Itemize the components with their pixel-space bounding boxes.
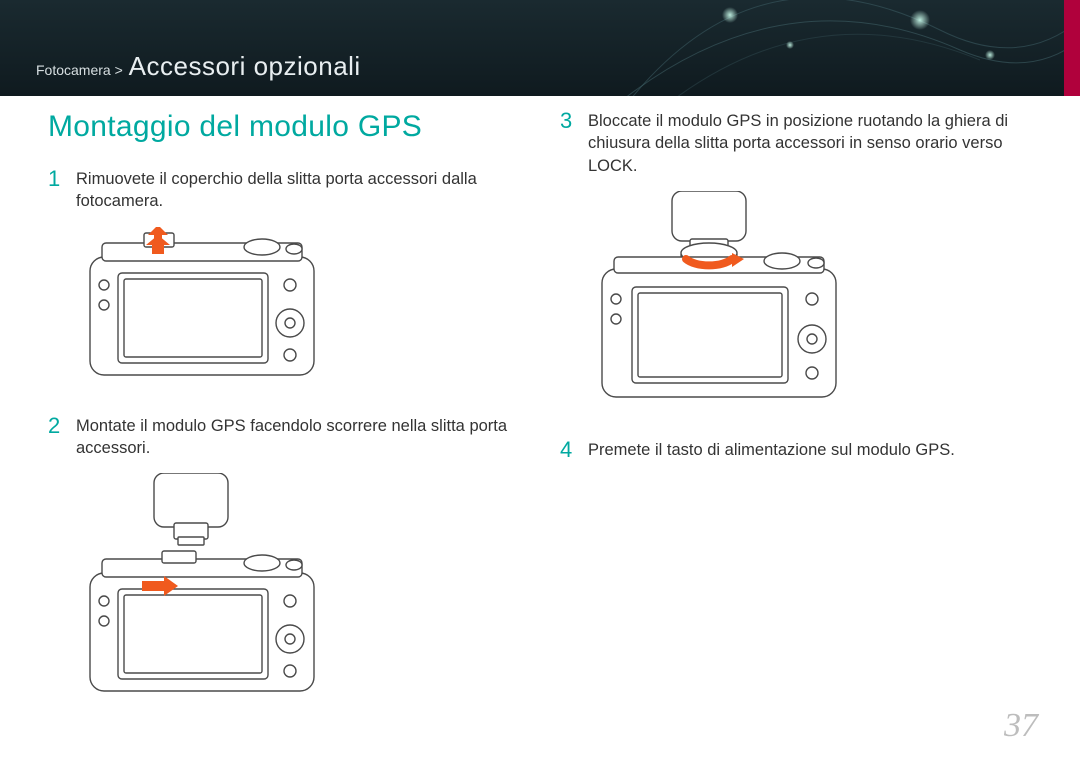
page-header: Fotocamera > Accessori opzionali bbox=[0, 0, 1080, 96]
illustration-3 bbox=[584, 191, 1032, 411]
header-accent-bar bbox=[1064, 0, 1080, 96]
step-1: 1 Rimuovete il coperchio della slitta po… bbox=[48, 168, 520, 213]
right-column: 3 Bloccate il modulo GPS in posizione ru… bbox=[560, 110, 1032, 731]
step-2: 2 Montate il modulo GPS facendolo scorre… bbox=[48, 415, 520, 460]
step-num: 4 bbox=[560, 439, 578, 461]
content-area: Montaggio del modulo GPS 1 Rimuovete il … bbox=[0, 110, 1080, 731]
step-4: 4 Premete il tasto di alimentazione sul … bbox=[560, 439, 1032, 461]
left-column: Montaggio del modulo GPS 1 Rimuovete il … bbox=[48, 110, 520, 731]
breadcrumb-current: Accessori opzionali bbox=[129, 51, 361, 81]
breadcrumb-parent: Fotocamera > bbox=[36, 62, 123, 78]
step-text: Rimuovete il coperchio della slitta port… bbox=[76, 168, 520, 213]
page-number: 37 bbox=[1004, 707, 1038, 745]
step-3: 3 Bloccate il modulo GPS in posizione ru… bbox=[560, 110, 1032, 177]
breadcrumb: Fotocamera > Accessori opzionali bbox=[36, 51, 361, 82]
header-decor-swirl bbox=[580, 0, 1080, 96]
illustration-2 bbox=[72, 473, 520, 703]
step-num: 3 bbox=[560, 110, 578, 177]
step-text: Bloccate il modulo GPS in posizione ruot… bbox=[588, 110, 1032, 177]
step-text: Montate il modulo GPS facendolo scorrere… bbox=[76, 415, 520, 460]
step-text: Premete il tasto di alimentazione sul mo… bbox=[588, 439, 955, 461]
illustration-1 bbox=[72, 227, 520, 387]
step-num: 2 bbox=[48, 415, 66, 460]
section-title: Montaggio del modulo GPS bbox=[48, 110, 520, 144]
step-num: 1 bbox=[48, 168, 66, 213]
